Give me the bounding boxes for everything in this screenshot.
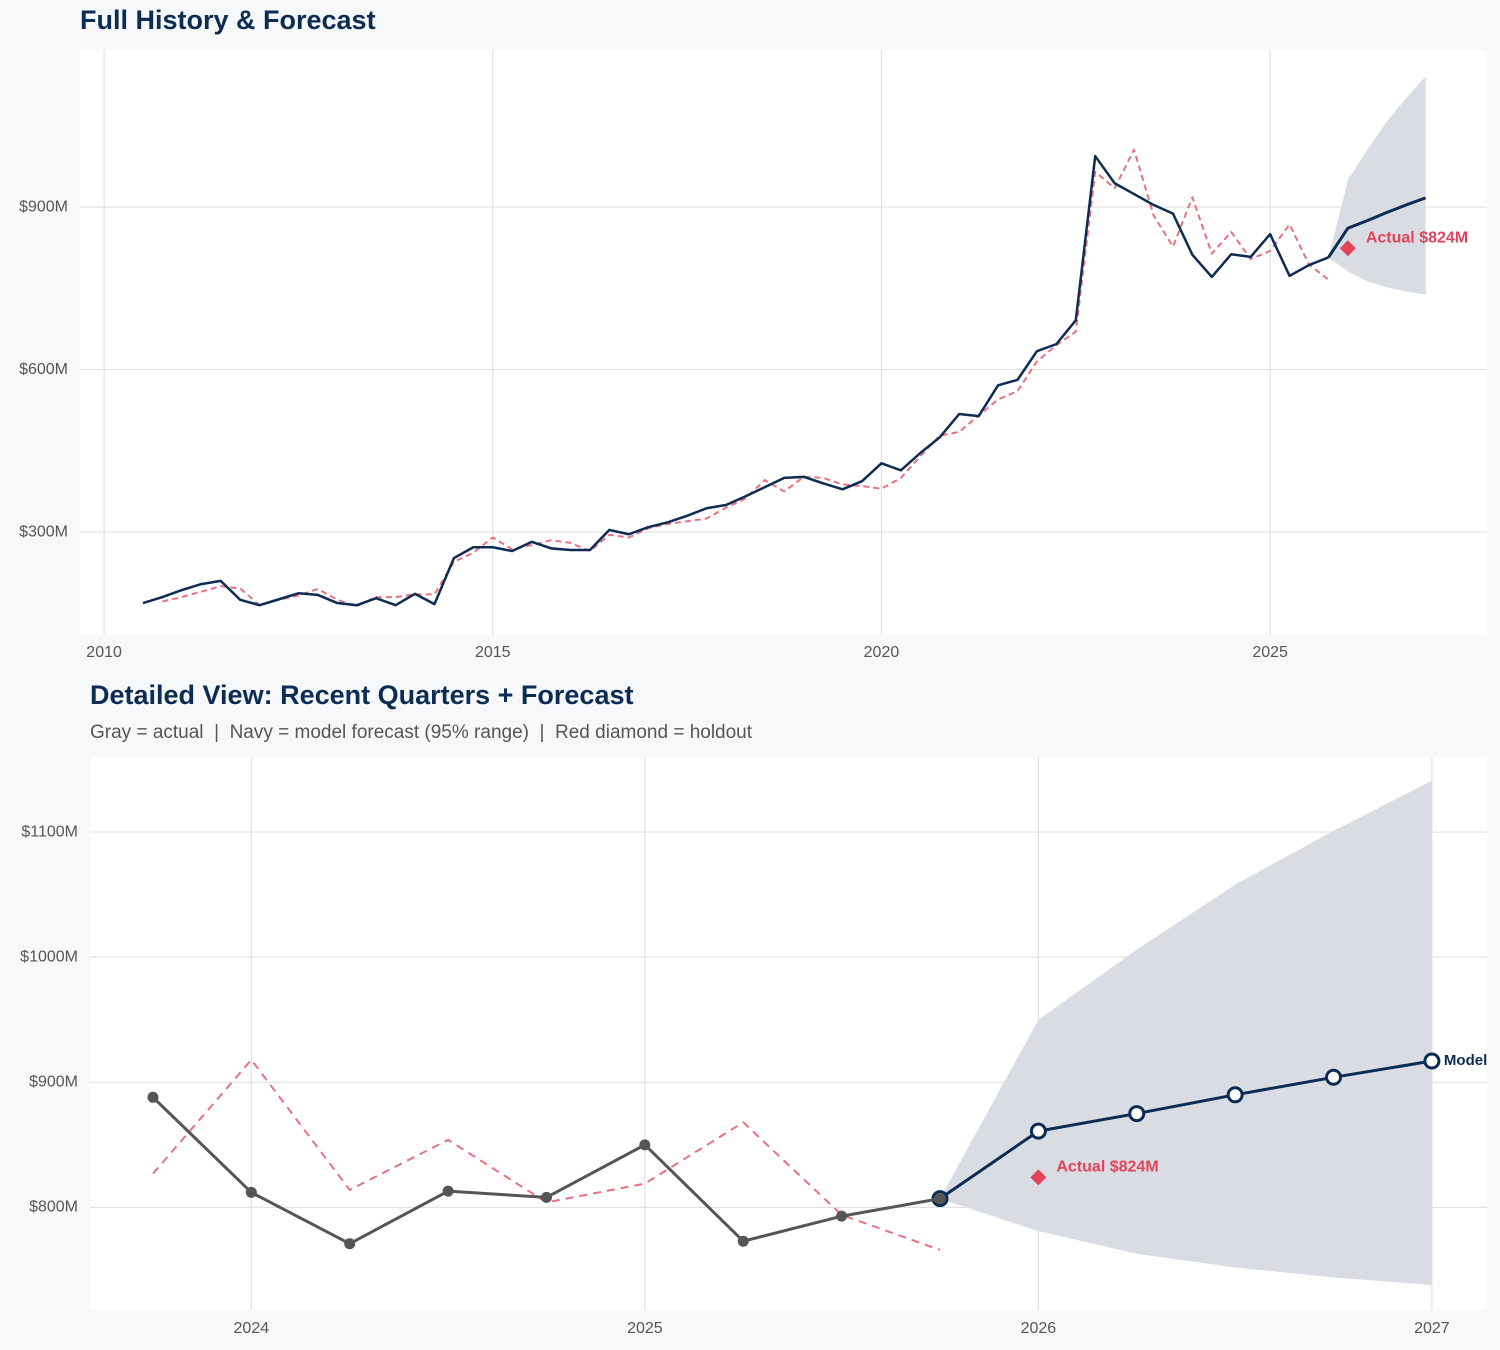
plot-area — [80, 50, 1487, 635]
point — [1029, 1122, 1047, 1140]
point — [147, 1091, 159, 1103]
series-line — [162, 148, 1330, 608]
series-line — [1327, 196, 1427, 259]
point — [1325, 1068, 1343, 1086]
series-line — [152, 1058, 941, 1251]
x-tick-label: 2026 — [1021, 1320, 1057, 1337]
point — [344, 1238, 356, 1250]
y-tick-label: $900M — [19, 198, 68, 215]
y-tick-label: $600M — [19, 361, 68, 378]
point — [1128, 1105, 1146, 1123]
series-line — [142, 154, 1329, 607]
point — [737, 1235, 749, 1247]
point — [1423, 1052, 1441, 1070]
chart-subtitle: Gray = actual | Navy = model forecast (9… — [90, 722, 753, 743]
y-tick-label: $1000M — [20, 948, 78, 965]
y-tick-label: $800M — [29, 1199, 78, 1216]
chart-title: Detailed View: Recent Quarters + Forecas… — [90, 680, 633, 710]
y-tick-label: $900M — [29, 1074, 78, 1091]
holdout-marker — [1339, 240, 1356, 257]
series-label: Model — [1444, 1052, 1487, 1069]
holdout-label: Actual $824M — [1366, 229, 1468, 246]
y-tick-label: $1100M — [21, 823, 78, 840]
point — [639, 1139, 651, 1151]
x-tick-label: 2027 — [1414, 1320, 1450, 1337]
x-tick-label: 2024 — [234, 1320, 270, 1337]
holdout-label: Actual $824M — [1056, 1159, 1158, 1176]
x-tick-label: 2025 — [1252, 644, 1288, 661]
point — [245, 1186, 257, 1198]
x-tick-label: 2010 — [86, 644, 122, 661]
x-tick-label: 2025 — [627, 1320, 663, 1337]
series-line — [939, 1059, 1433, 1200]
y-tick-label: $300M — [19, 523, 68, 540]
point — [1226, 1086, 1244, 1104]
point — [540, 1191, 552, 1203]
holdout-marker — [1030, 1169, 1047, 1186]
point — [934, 1193, 946, 1205]
forecast-band — [1328, 76, 1426, 295]
chart-title: Full History & Forecast — [80, 5, 376, 35]
forecast-band — [940, 780, 1432, 1285]
x-tick-label: 2020 — [864, 644, 900, 661]
x-tick-label: 2015 — [475, 644, 511, 661]
point — [836, 1210, 848, 1222]
point — [442, 1185, 454, 1197]
